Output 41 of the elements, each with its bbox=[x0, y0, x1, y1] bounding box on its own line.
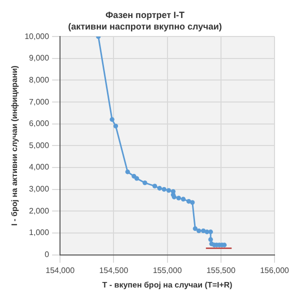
point bbox=[192, 226, 198, 231]
y-tick-label: 2,000 bbox=[29, 206, 50, 216]
x-tick-label: 155,500 bbox=[206, 266, 236, 275]
point bbox=[142, 180, 148, 186]
x-tick-label: 156,000 bbox=[260, 266, 290, 275]
x-tick-label: 155,000 bbox=[152, 266, 182, 275]
y-axis-title: I - број на активни случаи (инфицирани) bbox=[10, 65, 20, 226]
y-tick-label: 8,000 bbox=[29, 75, 50, 84]
y-tick-label: 10,000 bbox=[24, 32, 50, 41]
y-tick-label: 1,000 bbox=[29, 228, 50, 238]
point bbox=[172, 194, 177, 200]
chart-title: Фазен портрет I-T bbox=[105, 10, 186, 20]
point bbox=[208, 237, 213, 242]
point bbox=[157, 186, 162, 191]
chart-subtitle: (активни наспроти вкупно случаи) bbox=[68, 22, 222, 32]
x-axis-title: T - вкупен број на случаи (T=I+R) bbox=[102, 280, 233, 290]
point bbox=[204, 230, 210, 234]
point bbox=[132, 174, 136, 179]
y-tick-label: 3,000 bbox=[29, 184, 50, 194]
point bbox=[190, 200, 195, 205]
point bbox=[152, 184, 158, 188]
point bbox=[134, 176, 140, 181]
point bbox=[110, 117, 114, 122]
y-tick-label: 0 bbox=[44, 250, 50, 260]
y-tick-label: 9,000 bbox=[29, 54, 50, 63]
point bbox=[162, 186, 166, 192]
y-tick-label: 4,000 bbox=[29, 162, 50, 172]
x-tick-label: 154,500 bbox=[99, 266, 129, 275]
point bbox=[125, 170, 130, 174]
point bbox=[180, 196, 186, 202]
point bbox=[196, 228, 202, 234]
point bbox=[113, 124, 118, 128]
y-tick-label: 7,000 bbox=[29, 97, 50, 106]
point bbox=[200, 228, 206, 234]
point bbox=[208, 230, 213, 234]
point bbox=[176, 196, 182, 200]
x-tick-label: 154,000 bbox=[46, 266, 76, 275]
point bbox=[186, 198, 192, 204]
point bbox=[166, 188, 172, 193]
y-tick-label: 5,000 bbox=[29, 140, 50, 150]
y-tick-label: 6,000 bbox=[29, 119, 50, 128]
